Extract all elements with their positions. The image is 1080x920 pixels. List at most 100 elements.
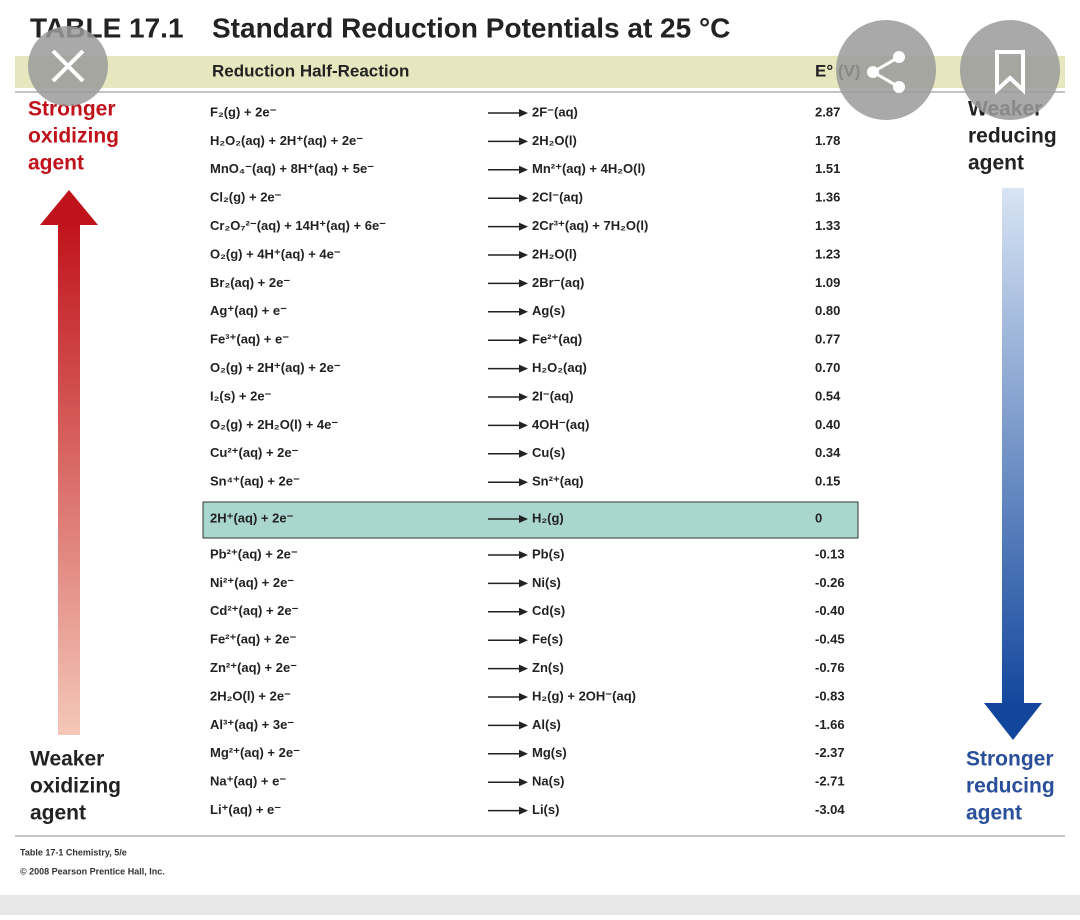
potential: -0.83 bbox=[815, 688, 845, 703]
product: H₂(g) bbox=[532, 510, 564, 525]
reaction-arrow-head bbox=[519, 393, 528, 401]
potential: 1.36 bbox=[815, 190, 840, 205]
reactant: Fe³⁺(aq) + e⁻ bbox=[210, 332, 289, 347]
product: Cu(s) bbox=[532, 445, 565, 460]
product: Zn(s) bbox=[532, 660, 564, 675]
reaction-arrow-head bbox=[519, 137, 528, 146]
potential: 1.78 bbox=[815, 133, 840, 148]
potential: 0.15 bbox=[815, 474, 840, 489]
reaction-arrow-head bbox=[519, 251, 528, 259]
reactant: 2H⁺(aq) + 2e⁻ bbox=[210, 510, 294, 525]
potential: -0.26 bbox=[815, 575, 845, 590]
potential: 1.09 bbox=[815, 275, 840, 290]
reactant: O₂(g) + 4H⁺(aq) + 4e⁻ bbox=[210, 246, 341, 261]
reactant: Zn²⁺(aq) + 2e⁻ bbox=[210, 660, 297, 675]
potential: 0.34 bbox=[815, 445, 841, 460]
potential: -0.76 bbox=[815, 660, 845, 675]
product: Fe²⁺(aq) bbox=[532, 332, 582, 347]
reactant: Pb²⁺(aq) + 2e⁻ bbox=[210, 546, 298, 561]
potential: -3.04 bbox=[815, 802, 845, 817]
potential: 0.80 bbox=[815, 303, 840, 318]
potential: -2.71 bbox=[815, 774, 845, 789]
product: Pb(s) bbox=[532, 546, 565, 561]
reactant: I₂(s) + 2e⁻ bbox=[210, 388, 272, 403]
product: 2Cl⁻(aq) bbox=[532, 190, 583, 205]
reaction-arrow-head bbox=[519, 307, 528, 316]
reactant: Fe²⁺(aq) + 2e⁻ bbox=[210, 632, 296, 647]
potential: 0.54 bbox=[815, 388, 841, 403]
product: 2Br⁻(aq) bbox=[532, 275, 584, 290]
reactant: Mg²⁺(aq) + 2e⁻ bbox=[210, 745, 300, 760]
bookmark-button[interactable] bbox=[960, 20, 1060, 120]
reactant: Br₂(aq) + 2e⁻ bbox=[210, 275, 290, 290]
reactant: Cl₂(g) + 2e⁻ bbox=[210, 190, 282, 205]
reaction-arrow-head bbox=[519, 364, 528, 373]
reactant: MnO₄⁻(aq) + 8H⁺(aq) + 5e⁻ bbox=[210, 161, 374, 176]
reaction-arrow-head bbox=[519, 806, 528, 815]
title-text: Standard Reduction Potentials at 25 °C bbox=[212, 12, 730, 43]
reaction-arrow-head bbox=[519, 778, 528, 787]
side-label: Stronger bbox=[28, 98, 116, 121]
reactant: O₂(g) + 2H₂O(l) + 4e⁻ bbox=[210, 417, 338, 432]
product: 2F⁻(aq) bbox=[532, 104, 578, 119]
reaction-arrow-head bbox=[519, 421, 528, 430]
reactant: Ag⁺(aq) + e⁻ bbox=[210, 303, 287, 318]
potential: -2.37 bbox=[815, 745, 845, 760]
reaction-arrow-head bbox=[519, 222, 528, 231]
reactant: Al³⁺(aq) + 3e⁻ bbox=[210, 717, 294, 732]
product: Al(s) bbox=[532, 717, 561, 732]
reaction-arrow-head bbox=[519, 194, 528, 203]
potential: 1.33 bbox=[815, 218, 840, 233]
reaction-arrow-head bbox=[519, 607, 528, 616]
product: Sn²⁺(aq) bbox=[532, 474, 584, 489]
up-arrow-shaft bbox=[58, 220, 80, 735]
close-button[interactable] bbox=[28, 26, 108, 106]
potential: 1.51 bbox=[815, 161, 840, 176]
product: H₂(g) + 2OH⁻(aq) bbox=[532, 688, 636, 703]
potential: 0.70 bbox=[815, 360, 840, 375]
product: 2I⁻(aq) bbox=[532, 388, 574, 403]
footer-line: Table 17-1 Chemistry, 5/e bbox=[20, 847, 127, 857]
potential: -0.13 bbox=[815, 546, 845, 561]
reaction-arrow-head bbox=[519, 664, 528, 673]
side-label: Stronger bbox=[966, 748, 1054, 771]
reaction-arrow-head bbox=[519, 109, 528, 117]
product: Mn²⁺(aq) + 4H₂O(l) bbox=[532, 161, 645, 176]
product: 4OH⁻(aq) bbox=[532, 417, 589, 432]
product: Ag(s) bbox=[532, 303, 565, 318]
up-arrow-head bbox=[40, 190, 98, 225]
reactant: 2H₂O(l) + 2e⁻ bbox=[210, 688, 291, 703]
reactant: Ni²⁺(aq) + 2e⁻ bbox=[210, 575, 294, 590]
side-label: reducing bbox=[966, 775, 1055, 798]
side-labels: Stronger oxidizing agent Weaker oxidizing age… bbox=[28, 98, 1057, 825]
product: Na(s) bbox=[532, 774, 565, 789]
reactant: Cr₂O₇²⁻(aq) + 14H⁺(aq) + 6e⁻ bbox=[210, 218, 386, 233]
reaction-arrow-head bbox=[519, 478, 528, 487]
product: Mg(s) bbox=[532, 745, 567, 760]
product: Li(s) bbox=[532, 802, 559, 817]
table: F₂(g) + 2e⁻ 2F⁻(aq) 2.87 H₂O₂(aq) + 2H⁺(aq)… bbox=[202, 104, 859, 817]
product: 2H₂O(l) bbox=[532, 246, 577, 261]
potential: 0.40 bbox=[815, 417, 840, 432]
product: Ni(s) bbox=[532, 575, 561, 590]
share-button[interactable] bbox=[836, 20, 936, 120]
potential: -0.45 bbox=[815, 632, 845, 647]
potential: -1.66 bbox=[815, 717, 845, 732]
reactant: Cu²⁺(aq) + 2e⁻ bbox=[210, 445, 299, 460]
reaction-arrow-head bbox=[519, 165, 528, 174]
product: H₂O₂(aq) bbox=[532, 360, 587, 375]
header-reaction: Reduction Half-Reaction bbox=[212, 61, 409, 80]
highlight-band bbox=[202, 501, 859, 539]
reaction-arrow-head bbox=[519, 336, 528, 345]
product: Cd(s) bbox=[532, 603, 565, 618]
reactant: Li⁺(aq) + e⁻ bbox=[210, 802, 281, 817]
reaction-arrow-head bbox=[519, 749, 528, 758]
reactant: F₂(g) + 2e⁻ bbox=[210, 104, 277, 119]
side-label: Weaker bbox=[30, 748, 104, 771]
potential: 1.23 bbox=[815, 246, 840, 261]
down-arrow-head bbox=[984, 703, 1042, 740]
side-label: oxidizing bbox=[30, 775, 121, 798]
